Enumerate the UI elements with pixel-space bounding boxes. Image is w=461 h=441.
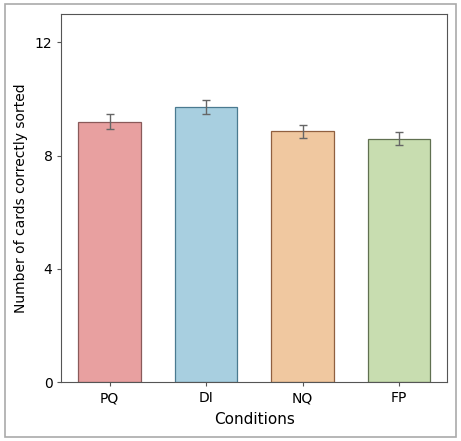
Y-axis label: Number of cards correctly sorted: Number of cards correctly sorted xyxy=(14,83,28,313)
Bar xyxy=(271,131,334,382)
Bar xyxy=(175,107,237,382)
Bar xyxy=(367,138,430,382)
Bar xyxy=(78,122,141,382)
X-axis label: Conditions: Conditions xyxy=(214,412,295,427)
